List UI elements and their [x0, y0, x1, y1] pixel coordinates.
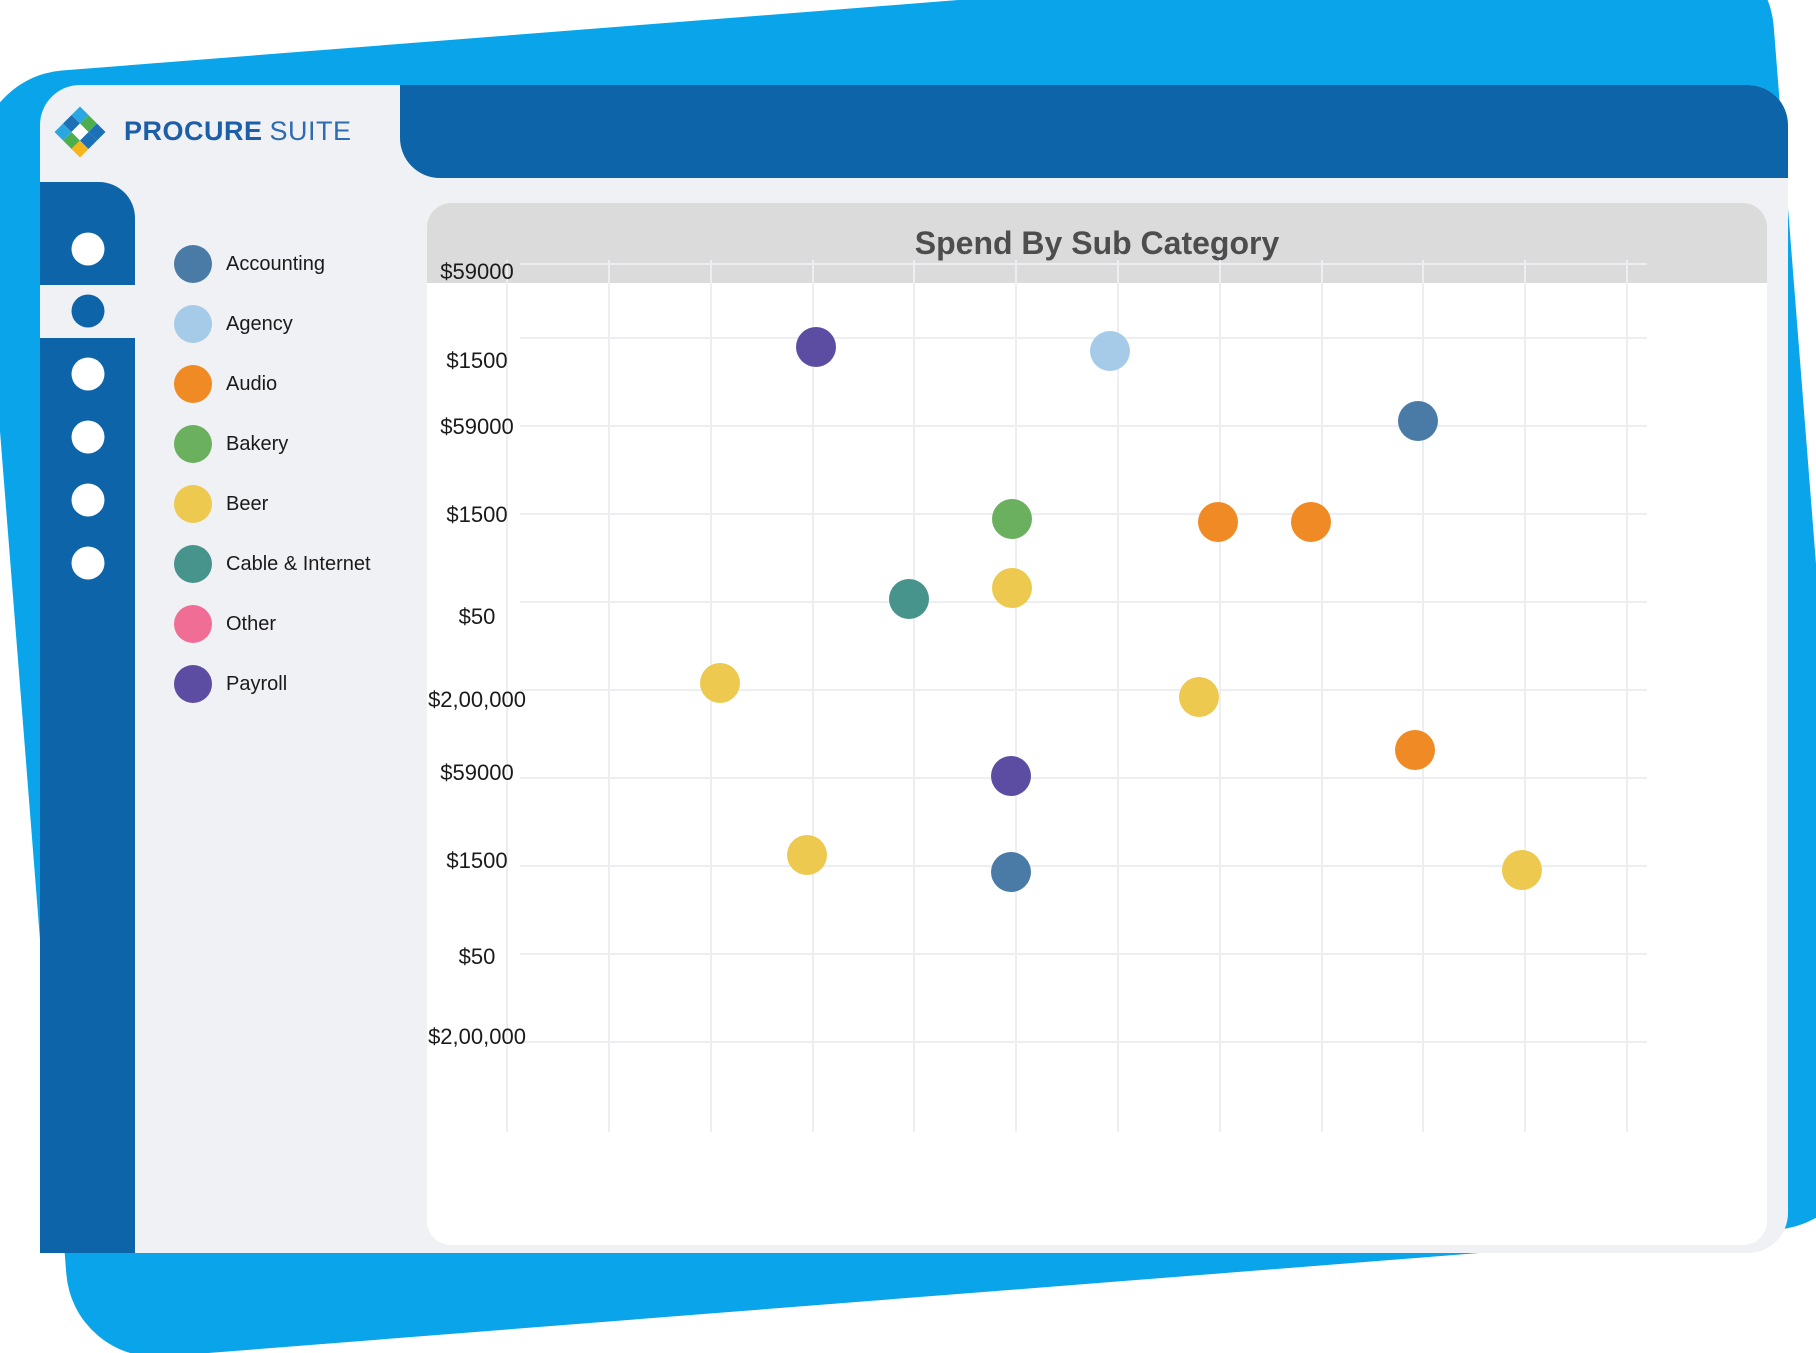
vertical-gridline — [608, 260, 610, 1132]
horizontal-gridline — [520, 425, 1647, 427]
brand-name: PROCURE SUITE — [124, 116, 352, 147]
vertical-gridline — [1626, 260, 1628, 1132]
scatter-point-beer[interactable] — [1179, 677, 1219, 717]
legend-label: Accounting — [226, 252, 325, 275]
scatter-point-payroll[interactable] — [991, 756, 1031, 796]
scatter-point-audio[interactable] — [1395, 730, 1435, 770]
brand-logo-icon — [54, 106, 106, 158]
horizontal-gridline — [520, 263, 1647, 265]
brand-name-secondary: SUITE — [269, 116, 352, 146]
scatter-point-beer[interactable] — [1502, 850, 1542, 890]
y-axis-tick-label: $50 — [458, 604, 496, 629]
scatter-point-accounting[interactable] — [1398, 401, 1438, 441]
brand-name-primary: PROCURE — [124, 116, 263, 146]
scatter-point-payroll[interactable] — [796, 327, 836, 367]
vertical-gridline — [1524, 260, 1526, 1132]
chart-panel: Spend By Sub Category — [427, 203, 1767, 1245]
y-axis-tick-label: $2,00,000 — [428, 687, 526, 712]
legend-item-beer[interactable]: Beer — [174, 485, 268, 523]
legend-color-dot — [174, 425, 212, 463]
legend-item-bakery[interactable]: Bakery — [174, 425, 288, 463]
legend-item-audio[interactable]: Audio — [174, 365, 277, 403]
horizontal-gridline — [520, 337, 1647, 339]
legend-label: Audio — [226, 372, 278, 395]
y-axis-tick-label: $50 — [458, 944, 496, 969]
scatter-point-audio[interactable] — [1291, 502, 1331, 542]
legend-item-agency[interactable]: Agency — [174, 305, 293, 343]
y-axis-tick-label: $59000 — [440, 259, 514, 284]
legend-label: Bakery — [226, 432, 289, 455]
brand-logo: PROCURE SUITE — [54, 85, 352, 178]
vertical-gridline — [1015, 260, 1017, 1132]
vertical-gridline — [1321, 260, 1323, 1132]
nav-item-2-active[interactable] — [71, 294, 104, 328]
nav-item-6[interactable] — [71, 546, 104, 580]
legend-label: Beer — [226, 492, 269, 515]
nav-item-4[interactable] — [71, 420, 104, 454]
vertical-gridline — [812, 260, 814, 1132]
legend-label: Payroll — [226, 672, 288, 695]
scatter-plot-area: $59000 $1500 $59000 $1500 $50 $2,00,000 $59000… — [387, 118, 1727, 1160]
horizontal-gridline — [520, 777, 1647, 779]
legend-color-dot — [174, 545, 212, 583]
legend-item-payroll[interactable]: Payroll — [174, 665, 287, 703]
legend-color-dot — [174, 485, 212, 523]
y-axis-tick-label: $1500 — [446, 348, 508, 373]
horizontal-gridline — [520, 601, 1647, 603]
y-axis-tick-label: $1500 — [446, 502, 508, 527]
legend-color-dot — [174, 245, 212, 283]
vertical-gridline — [1219, 260, 1221, 1132]
scatter-point-audio[interactable] — [1198, 502, 1238, 542]
scatter-point-beer[interactable] — [992, 568, 1032, 608]
horizontal-gridline — [520, 865, 1647, 867]
legend-label: Cable & Internet — [226, 552, 371, 575]
y-axis-tick-label: $2,00,000 — [428, 1024, 526, 1049]
app-window: PROCURE SUITE Accounting Agency Audio Bakery… — [40, 85, 1788, 1253]
legend-color-dot — [174, 365, 212, 403]
vertical-gridline — [913, 260, 915, 1132]
scatter-point-bakery[interactable] — [992, 499, 1032, 539]
chart-title: Spend By Sub Category — [914, 224, 1280, 261]
diamond-logo-icon — [54, 106, 106, 157]
legend-label: Agency — [226, 312, 293, 335]
vertical-gridline — [506, 260, 508, 1132]
scatter-point-beer[interactable] — [787, 835, 827, 875]
vertical-gridline — [1117, 260, 1119, 1132]
legend-color-dot — [174, 665, 212, 703]
horizontal-gridline — [520, 689, 1647, 691]
legend-item-cable-internet[interactable]: Cable & Internet — [174, 545, 371, 583]
y-axis-tick-label: $1500 — [446, 848, 508, 873]
chart-title-bar: Spend By Sub Category — [427, 203, 1767, 283]
scatter-point-accounting[interactable] — [991, 852, 1031, 892]
horizontal-gridline — [520, 513, 1647, 515]
legend-item-other[interactable]: Other — [174, 605, 276, 643]
y-axis-tick-label: $59000 — [440, 414, 514, 439]
scatter-point-cable-internet[interactable] — [889, 579, 929, 619]
scatter-point-beer[interactable] — [700, 663, 740, 703]
legend-color-dot — [174, 305, 212, 343]
sidebar-nav-rail — [40, 182, 135, 1253]
nav-item-5[interactable] — [71, 483, 104, 517]
legend-item-accounting[interactable]: Accounting — [174, 245, 325, 283]
vertical-gridline — [1422, 260, 1424, 1132]
horizontal-gridline — [520, 1041, 1647, 1043]
nav-item-1[interactable] — [71, 232, 104, 266]
horizontal-gridline — [520, 953, 1647, 955]
top-header-band — [400, 85, 1788, 178]
legend-color-dot — [174, 605, 212, 643]
nav-item-3[interactable] — [71, 357, 104, 391]
legend-label: Other — [226, 612, 277, 635]
y-axis-tick-label: $59000 — [440, 760, 514, 785]
scatter-point-agency[interactable] — [1090, 331, 1130, 371]
